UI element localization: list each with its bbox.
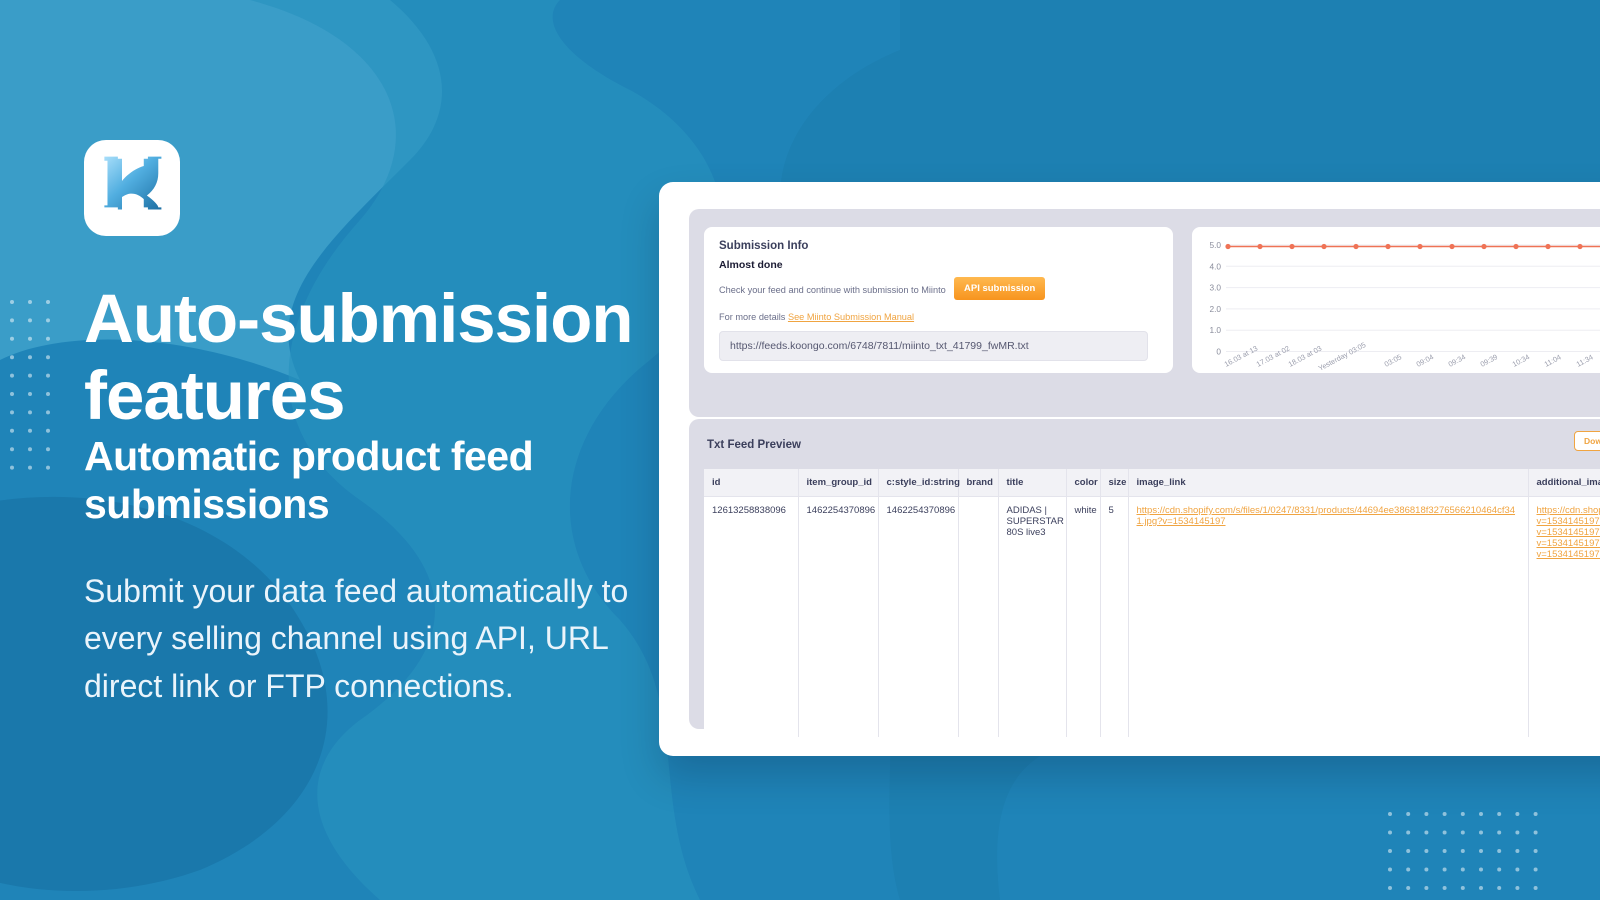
svg-text:Yesterday 03:05: Yesterday 03:05 xyxy=(1317,340,1368,373)
svg-text:11:34: 11:34 xyxy=(1575,353,1595,369)
svg-text:16.03 at 13: 16.03 at 13 xyxy=(1223,344,1259,369)
svg-text:0: 0 xyxy=(1216,347,1221,357)
svg-text:10:34: 10:34 xyxy=(1511,352,1531,369)
svg-text:3.0: 3.0 xyxy=(1209,283,1221,293)
svg-text:5.0: 5.0 xyxy=(1209,240,1221,250)
svg-text:09:04: 09:04 xyxy=(1415,352,1435,369)
svg-text:4.0: 4.0 xyxy=(1209,261,1221,271)
svg-text:1.0: 1.0 xyxy=(1209,325,1221,335)
svg-text:17.03 at 02: 17.03 at 02 xyxy=(1255,344,1291,369)
svg-text:09:39: 09:39 xyxy=(1479,352,1499,369)
svg-text:2.0: 2.0 xyxy=(1209,304,1221,314)
svg-text:09:34: 09:34 xyxy=(1447,352,1467,369)
svg-text:11:04: 11:04 xyxy=(1543,353,1563,369)
svg-text:03:05: 03:05 xyxy=(1383,352,1403,369)
